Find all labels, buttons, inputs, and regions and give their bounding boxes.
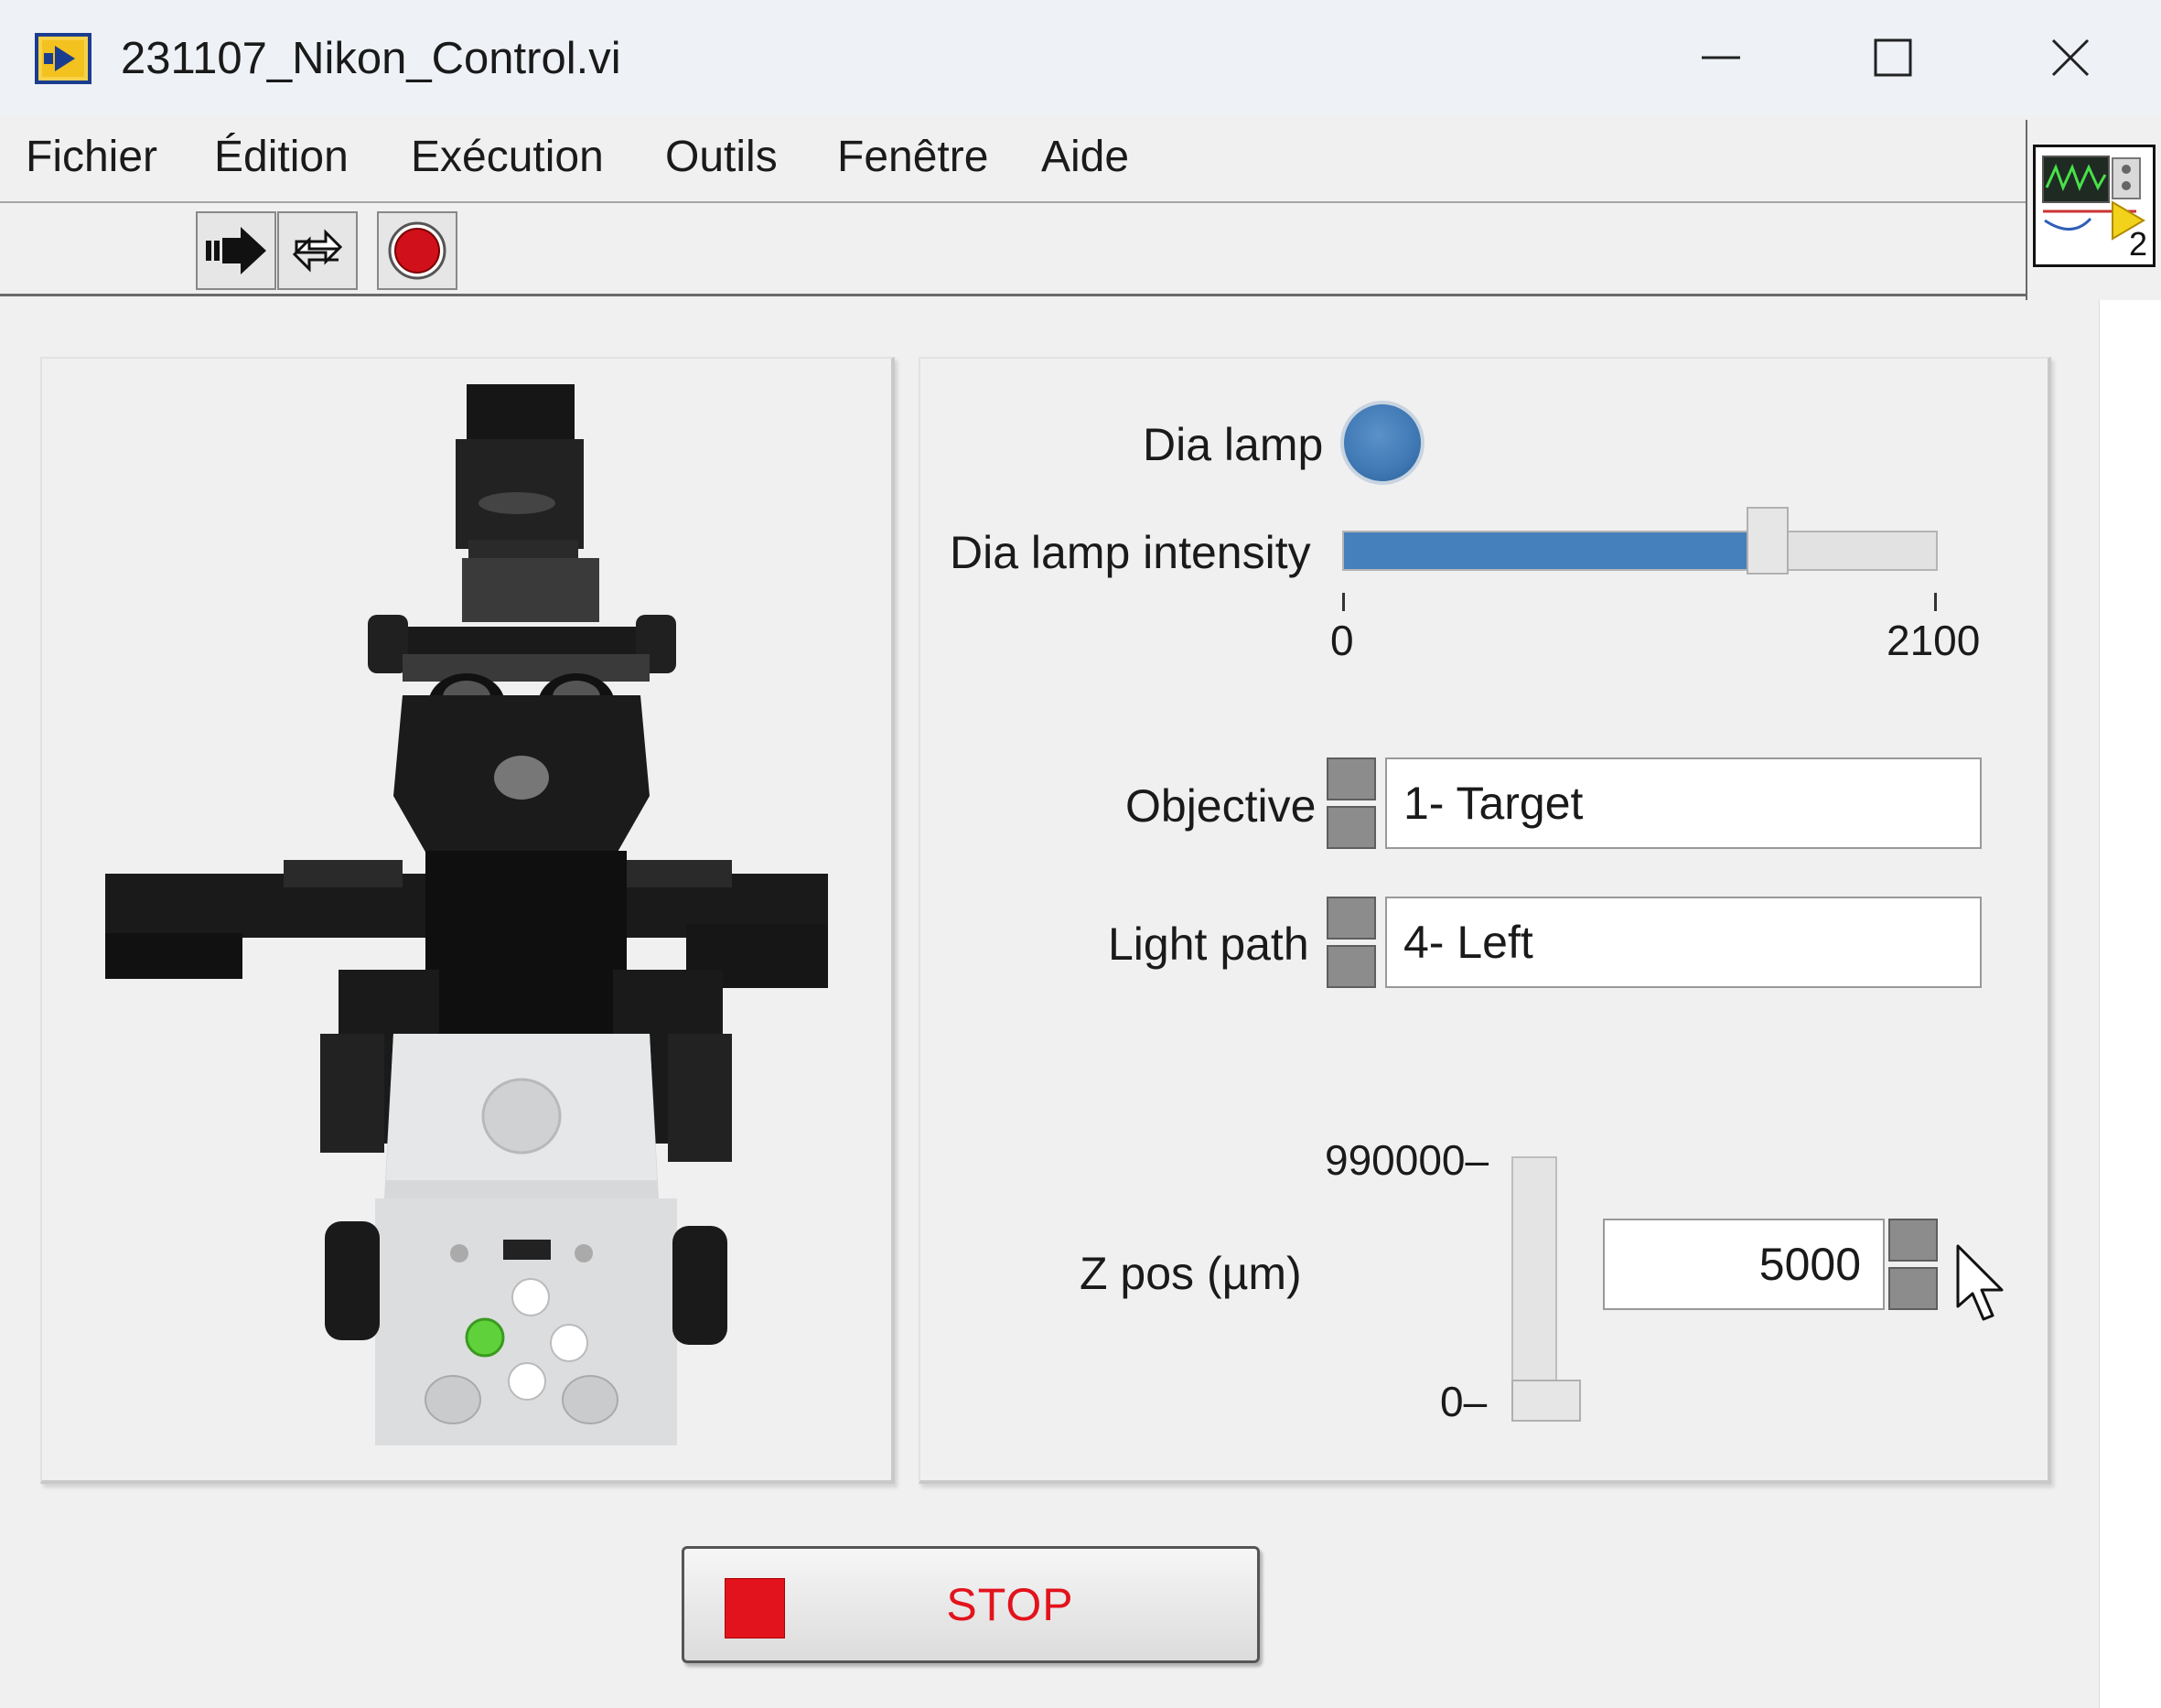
menu-bar	[0, 115, 2026, 201]
objective-increment-button[interactable]	[1327, 757, 1376, 800]
light-path-increment-decrement[interactable]	[1327, 897, 1376, 988]
dia-lamp-intensity-fill	[1344, 532, 1761, 569]
objective-ring-display[interactable]: 1- Target	[1385, 757, 1982, 849]
menu-aide[interactable]: Aide	[1041, 133, 1130, 181]
slider-min-tick	[1342, 593, 1345, 611]
maximize-button[interactable]	[1843, 18, 1943, 97]
z-scale-max-label: 990000–	[1325, 1136, 1489, 1184]
vi-connector-icon[interactable]: 2	[2033, 145, 2156, 267]
stop-indicator-icon	[725, 1578, 785, 1638]
run-arrow-icon	[206, 227, 266, 274]
light-path-decrement-button[interactable]	[1327, 945, 1376, 988]
z-pos-label: Z pos (µm)	[1080, 1248, 1302, 1299]
light-path-ring-display[interactable]: 4- Left	[1385, 897, 1982, 988]
z-scale-min-value: 0	[1440, 1378, 1464, 1425]
slider-max-label: 2100	[1887, 617, 1981, 664]
z-pos-increment-button[interactable]	[1888, 1219, 1938, 1262]
z-pos-decrement-button[interactable]	[1888, 1267, 1938, 1310]
z-scale-max-value: 990000	[1325, 1136, 1466, 1184]
z-pos-increment-decrement[interactable]	[1888, 1219, 1938, 1310]
stop-button[interactable]: STOP	[682, 1546, 1260, 1663]
stop-button-label: STOP	[946, 1579, 1074, 1630]
run-continuously-button[interactable]	[277, 211, 358, 290]
run-button[interactable]	[196, 211, 276, 290]
labview-app-icon	[35, 33, 91, 84]
menu-fenetre[interactable]: Fenêtre	[837, 133, 989, 181]
dia-lamp-label: Dia lamp	[1143, 419, 1324, 470]
slider-max-tick	[1934, 593, 1937, 611]
close-icon	[2051, 38, 2090, 77]
light-path-label: Light path	[1108, 918, 1309, 970]
vertical-scrollbar[interactable]	[2099, 300, 2161, 1708]
light-path-increment-button[interactable]	[1327, 897, 1376, 940]
abort-button[interactable]	[377, 211, 457, 290]
objective-decrement-button[interactable]	[1327, 806, 1376, 849]
menu-outils[interactable]: Outils	[665, 133, 778, 181]
run-continuously-icon	[292, 229, 343, 273]
microscope-image	[101, 375, 833, 1455]
z-pos-numeric-input[interactable]: 5000	[1603, 1219, 1885, 1310]
objective-increment-decrement[interactable]	[1327, 757, 1376, 849]
maximize-icon	[1874, 38, 1912, 77]
dia-lamp-intensity-thumb[interactable]	[1747, 507, 1789, 575]
menu-execution[interactable]: Exécution	[411, 133, 604, 181]
minimize-button[interactable]	[1671, 18, 1771, 97]
objective-label: Objective	[1125, 780, 1317, 832]
z-pos-slider[interactable]	[1511, 1156, 1557, 1396]
minimize-icon	[1702, 56, 1740, 59]
dia-lamp-intensity-label: Dia lamp intensity	[950, 527, 1311, 578]
dia-lamp-led-button[interactable]	[1340, 401, 1425, 485]
vi-icon-badge: 2	[2128, 225, 2147, 263]
title-bar	[0, 0, 2161, 115]
mouse-cursor-icon	[1954, 1242, 2007, 1329]
window-title: 231107_Nikon_Control.vi	[121, 34, 621, 83]
menu-edition[interactable]: Édition	[214, 133, 349, 181]
close-button[interactable]	[2020, 18, 2121, 97]
slider-min-label: 0	[1330, 617, 1354, 664]
abort-execution-icon	[388, 221, 446, 280]
z-scale-min-label: 0–	[1440, 1378, 1488, 1425]
menu-fichier[interactable]: Fichier	[26, 133, 158, 181]
z-pos-slider-thumb[interactable]	[1511, 1380, 1581, 1422]
